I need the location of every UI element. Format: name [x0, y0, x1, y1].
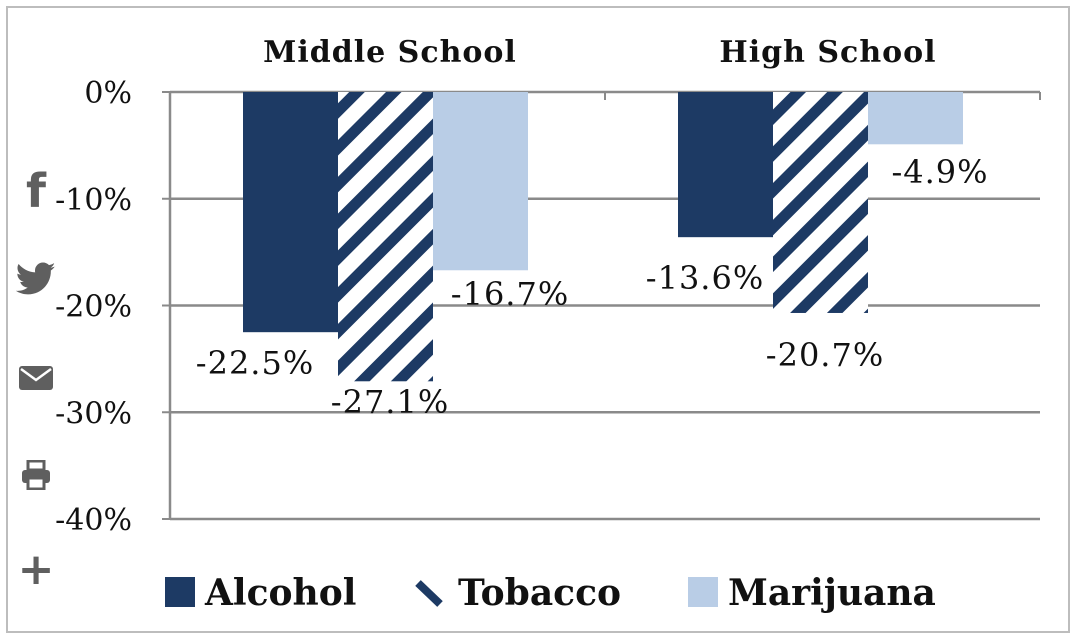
y-tick-label: -40%: [55, 503, 132, 538]
data-label: -13.6%: [646, 259, 764, 297]
email-share-button[interactable]: [16, 366, 56, 390]
plus-icon: +: [17, 544, 55, 595]
data-label: -20.7%: [766, 336, 884, 374]
bar-alcohol-middle-school: [243, 92, 338, 333]
twitter-share-button[interactable]: [16, 262, 56, 296]
facebook-icon: f: [25, 164, 46, 218]
facebook-share-button[interactable]: f: [16, 168, 56, 214]
category-label: Middle School: [263, 35, 517, 70]
print-button[interactable]: [16, 460, 56, 490]
email-icon: [19, 366, 53, 390]
legend-swatch-marijuana: [688, 577, 718, 607]
data-label: -16.7%: [451, 275, 569, 313]
y-tick-label: -20%: [55, 290, 132, 325]
chart-border: [6, 6, 1070, 633]
bar-tobacco-middle-school: [338, 92, 433, 382]
legend-label: Alcohol: [204, 572, 356, 614]
legend-label: Tobacco: [458, 572, 621, 614]
print-icon: [22, 460, 50, 490]
bar-tobacco-high-school: [773, 92, 868, 313]
data-label: -4.9%: [891, 153, 988, 191]
y-tick-label: -30%: [55, 396, 132, 431]
legend-label: Marijuana: [728, 572, 936, 614]
legend-swatch-alcohol: [165, 577, 195, 607]
data-label: -27.1%: [331, 383, 449, 421]
bar-alcohol-high-school: [678, 92, 773, 238]
legend-swatch-tobacco: [415, 580, 443, 607]
data-label: -22.5%: [196, 344, 314, 382]
twitter-icon: [16, 262, 56, 295]
bar-marijuana-middle-school: [433, 92, 528, 271]
more-share-button[interactable]: +: [16, 548, 56, 592]
y-tick-label: 0%: [84, 76, 132, 111]
bar-marijuana-high-school: [868, 92, 963, 145]
y-tick-label: -10%: [55, 183, 132, 218]
category-label: High School: [719, 35, 936, 70]
